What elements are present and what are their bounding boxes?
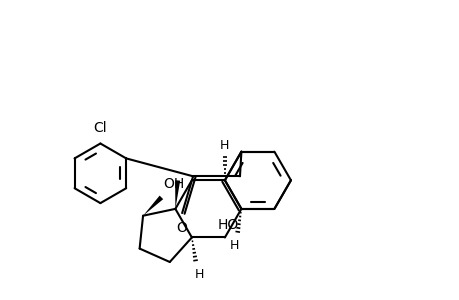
Text: O: O bbox=[175, 221, 186, 235]
Text: Cl: Cl bbox=[93, 121, 107, 135]
Text: H: H bbox=[194, 268, 203, 281]
Text: H: H bbox=[229, 239, 238, 252]
Text: HO: HO bbox=[218, 218, 239, 232]
Text: H: H bbox=[220, 139, 229, 152]
Polygon shape bbox=[143, 196, 163, 216]
Polygon shape bbox=[175, 180, 180, 209]
Text: OH: OH bbox=[163, 176, 185, 190]
